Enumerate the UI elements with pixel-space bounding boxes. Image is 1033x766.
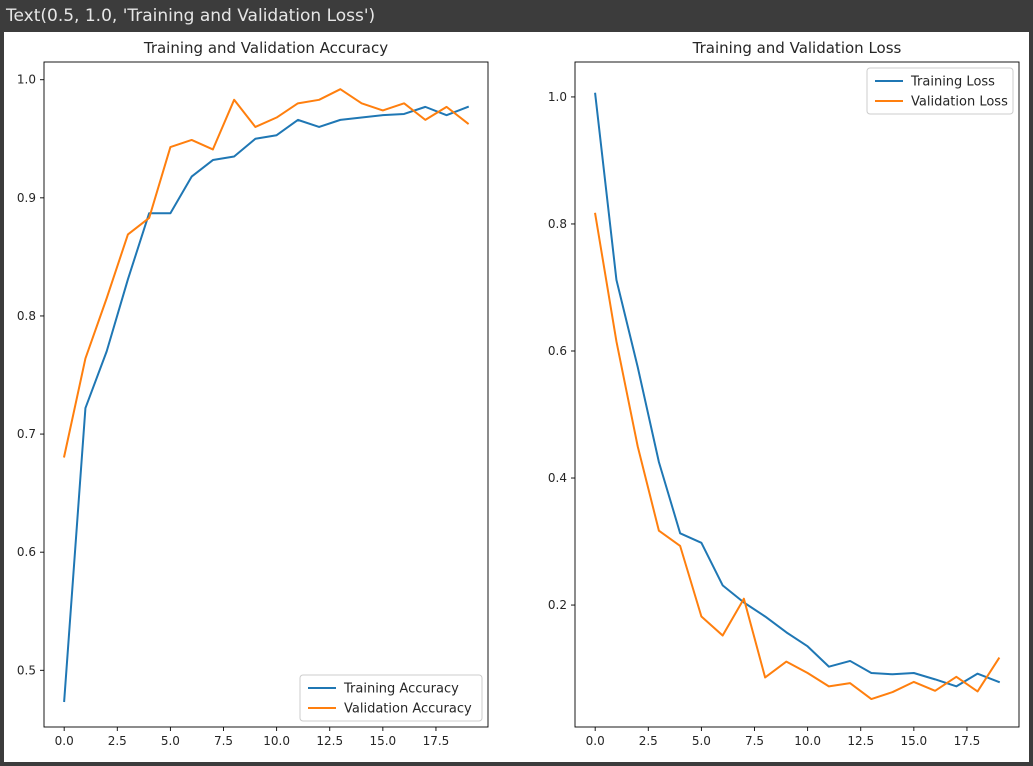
- series-line-validation-loss: [594, 212, 1001, 701]
- x-tick-label: 12.5: [847, 734, 874, 748]
- chart-title: Training and Validation Loss: [692, 39, 902, 57]
- y-tick-label: 0.9: [17, 191, 36, 205]
- legend-box: [299, 674, 483, 722]
- y-tick-label: 1.0: [17, 73, 36, 87]
- axes-frame: [574, 61, 1020, 728]
- figure-svg: Training and Validation Accuracy 0.0 2.5 5.…: [17, 39, 1020, 748]
- series-line-training-loss: [594, 92, 1001, 688]
- chart-title: Training and Validation Accuracy: [143, 39, 388, 57]
- x-tick-label: 2.5: [108, 734, 127, 748]
- y-tick-label: 0.4: [548, 471, 567, 485]
- x-tick-label: 17.5: [954, 734, 981, 748]
- chart-1: Training and Validation Accuracy 0.0 2.5 5.…: [17, 39, 489, 748]
- x-tick-label: 7.5: [745, 734, 764, 748]
- x-tick-label: 5.0: [692, 734, 711, 748]
- legend-label: Training Loss: [910, 75, 995, 90]
- x-tick-label: 10.0: [794, 734, 821, 748]
- x-tick-label: 12.5: [316, 734, 343, 748]
- x-tick-label: 17.5: [423, 734, 450, 748]
- x-tick-label: 5.0: [161, 734, 180, 748]
- y-tick-label: 1.0: [548, 90, 567, 104]
- axes-frame: [43, 61, 489, 728]
- y-tick-label: 0.8: [17, 309, 36, 323]
- legend-label: Validation Loss: [911, 95, 1008, 110]
- x-tick-label: 10.0: [263, 734, 290, 748]
- legend: Training Loss Validation Loss: [866, 67, 1014, 115]
- cell-output-text: Text(0.5, 1.0, 'Training and Validation …: [0, 0, 1033, 32]
- x-tick-label: 7.5: [214, 734, 233, 748]
- x-tick-label: 15.0: [900, 734, 927, 748]
- y-tick-label: 0.6: [548, 344, 567, 358]
- legend-label: Validation Accuracy: [344, 702, 472, 717]
- y-tick-label: 0.5: [17, 663, 36, 677]
- x-tick-label: 0.0: [586, 734, 605, 748]
- figure-canvas: Training and Validation Accuracy 0.0 2.5 5.…: [4, 32, 1029, 762]
- y-tick-label: 0.8: [548, 217, 567, 231]
- x-tick-label: 2.5: [639, 734, 658, 748]
- series-line-validation-accuracy: [62, 88, 470, 458]
- x-tick-label: 0.0: [55, 734, 74, 748]
- chart-2: Training and Validation Loss 0.0 2.5 5.0 7.5…: [548, 39, 1020, 748]
- y-tick-label: 0.2: [548, 598, 567, 612]
- legend-label: Training Accuracy: [343, 682, 459, 697]
- y-tick-label: 0.7: [17, 427, 36, 441]
- series-line-training-accuracy: [63, 105, 470, 703]
- legend: Training Accuracy Validation Accuracy: [299, 674, 483, 722]
- x-tick-label: 15.0: [369, 734, 396, 748]
- legend-box: [866, 67, 1014, 115]
- y-tick-label: 0.6: [17, 545, 36, 559]
